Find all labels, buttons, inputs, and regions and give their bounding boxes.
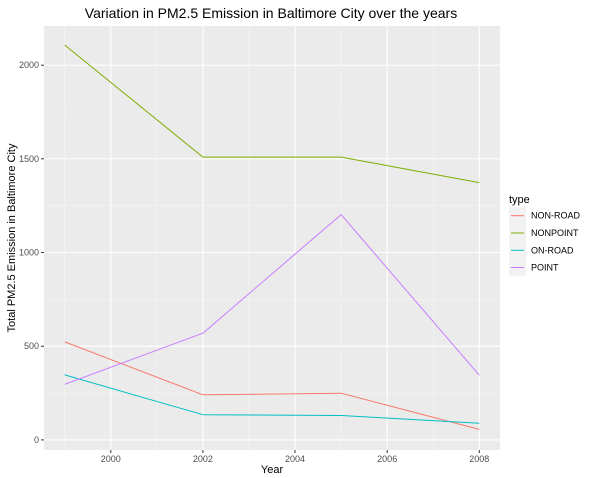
minor-gridlines [44, 26, 500, 450]
chart-title: Variation in PM2.5 Emission in Baltimore… [85, 5, 457, 21]
y-tick-label: 0 [34, 435, 39, 445]
x-tick-label: 2004 [285, 454, 305, 464]
y-tick-label: 500 [24, 341, 39, 351]
series-line-point [64, 214, 480, 385]
x-tick-label: 2000 [101, 454, 121, 464]
x-axis-ticks: 2000 2002 2004 2006 2008 [101, 450, 489, 464]
legend-label-nonpoint: NONPOINT [531, 228, 579, 238]
legend-label-non-road: NON-ROAD [531, 211, 580, 221]
plot-panel [44, 26, 500, 450]
series-line-on-road [64, 374, 480, 424]
x-tick-label: 2008 [469, 454, 489, 464]
legend-label-point: POINT [531, 263, 559, 273]
series-line-non-road [64, 341, 480, 430]
y-axis-title: Total PM2.5 Emission in Baltimore City [6, 143, 18, 332]
legend: type NON-ROAD NONPOINT ON-ROAD POINT [509, 194, 580, 277]
series-lines [64, 44, 480, 430]
x-tick-label: 2002 [193, 454, 213, 464]
x-tick-label: 2006 [377, 454, 397, 464]
y-axis-ticks: 0 500 1000 1500 2000 [19, 60, 44, 445]
y-tick-label: 1500 [19, 154, 39, 164]
y-tick-label: 1000 [19, 248, 39, 258]
series-line-nonpoint [64, 44, 480, 184]
legend-title: type [509, 194, 530, 206]
x-axis-title: Year [261, 464, 284, 476]
major-gridlines [44, 26, 500, 450]
y-tick-label: 2000 [19, 60, 39, 70]
legend-label-on-road: ON-ROAD [531, 245, 574, 255]
